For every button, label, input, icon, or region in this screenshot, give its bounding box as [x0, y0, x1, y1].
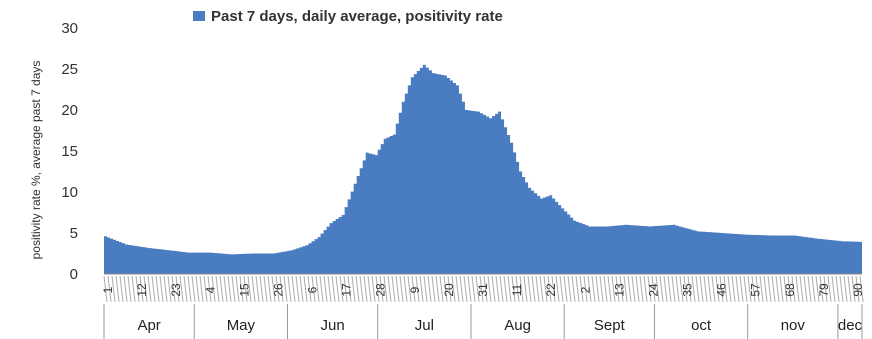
x-day-tick: 2 — [578, 286, 592, 293]
x-day-tick: 20 — [442, 283, 456, 297]
month-label: Apr — [137, 317, 160, 334]
x-day-tick: 31 — [476, 283, 490, 297]
x-day-tick: 17 — [340, 283, 354, 297]
x-day-tick: 11 — [510, 283, 524, 296]
month-label: May — [227, 317, 256, 334]
x-axis-month-labels: Apr May Jun Jul Aug Sept oct nov dec — [103, 304, 863, 339]
legend: Past 7 days, daily average, positivity r… — [193, 8, 503, 25]
x-day-tick: 57 — [749, 283, 763, 297]
y-tick-5: 5 — [70, 225, 78, 242]
x-axis-day-ticks: 1 12 23 4 15 26 6 17 28 9 20 31 11 22 2 13 24 35 46 57 68 79 9… — [101, 283, 865, 297]
month-label: Jul — [415, 317, 434, 334]
x-day-tick: 15 — [237, 283, 251, 297]
month-label: Aug — [504, 317, 531, 334]
x-day-tick: 9 — [408, 286, 422, 293]
x-day-tick: 90 — [851, 283, 865, 297]
x-day-tick: 13 — [612, 283, 626, 297]
month-label: dec — [838, 317, 863, 334]
x-day-tick: 46 — [715, 283, 729, 297]
month-label: oct — [691, 317, 712, 334]
x-day-tick: 24 — [646, 283, 660, 297]
x-day-tick: 6 — [306, 286, 320, 293]
x-day-tick: 26 — [271, 283, 285, 297]
y-axis-label: positivity rate %, average past 7 days — [29, 61, 43, 260]
x-axis-hatch — [103, 275, 864, 303]
x-day-tick: 12 — [135, 283, 149, 297]
x-day-tick: 79 — [817, 283, 831, 297]
x-day-tick: 35 — [681, 283, 695, 297]
x-day-tick: 1 — [101, 286, 115, 293]
y-tick-25: 25 — [61, 61, 78, 78]
legend-swatch — [193, 11, 205, 21]
legend-label: Past 7 days, daily average, positivity r… — [211, 8, 503, 25]
series-area — [104, 64, 862, 275]
x-day-tick: 68 — [783, 283, 797, 297]
x-day-tick: 22 — [544, 283, 558, 297]
month-label: Sept — [594, 317, 626, 334]
month-label: Jun — [321, 317, 345, 334]
x-day-tick: 4 — [203, 286, 217, 293]
x-day-tick: 23 — [169, 283, 183, 297]
month-label: nov — [781, 317, 806, 334]
y-tick-0: 0 — [70, 266, 78, 283]
y-tick-20: 20 — [61, 102, 78, 119]
y-tick-30: 30 — [61, 20, 78, 37]
y-tick-15: 15 — [61, 143, 78, 160]
y-axis-ticks: 0 5 10 15 20 25 30 — [61, 20, 78, 283]
x-day-tick: 28 — [374, 283, 388, 297]
y-tick-10: 10 — [61, 184, 78, 201]
